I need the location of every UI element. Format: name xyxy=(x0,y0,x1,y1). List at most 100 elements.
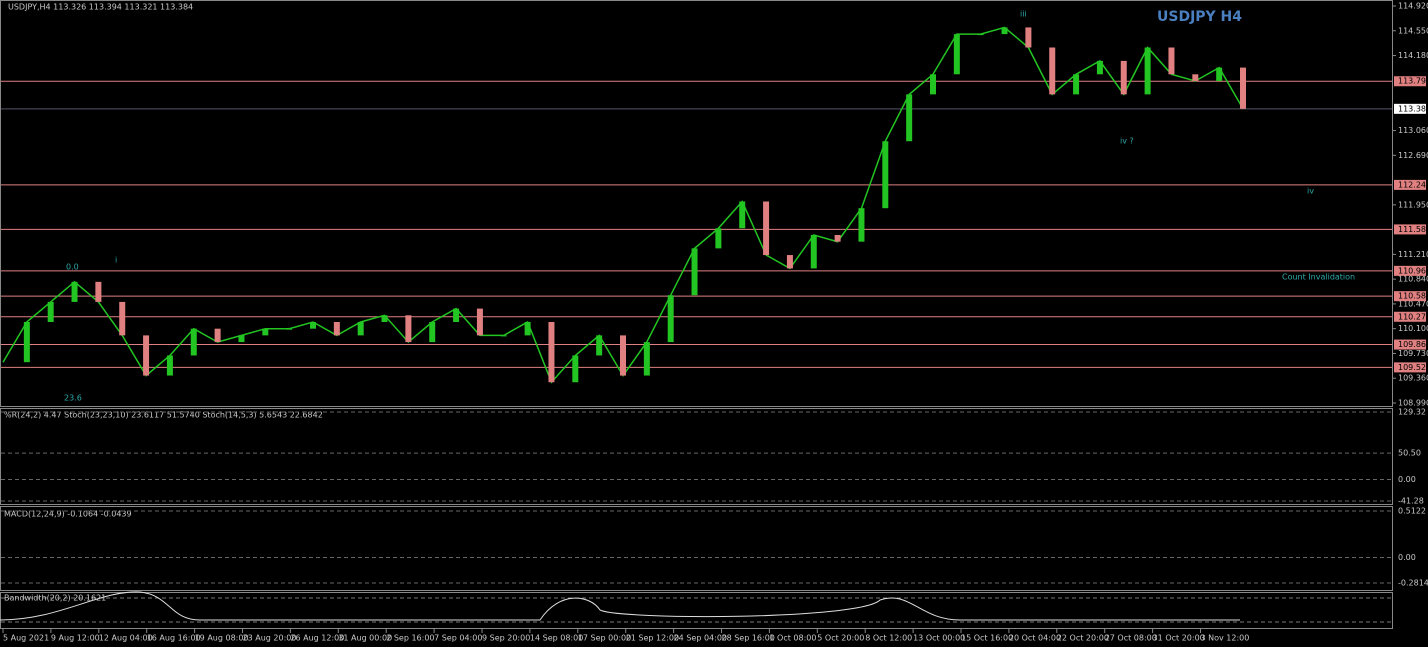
candle xyxy=(23,321,30,363)
y-tick-label: 109.360 xyxy=(1398,374,1428,383)
y-tick-label: 108.990 xyxy=(1398,399,1428,408)
price-line xyxy=(2,26,1244,384)
candle xyxy=(1096,60,1103,75)
stoch-frame xyxy=(0,408,1393,505)
candle xyxy=(548,321,555,383)
macd-label: MACD(12,24,9) -0.1064 -0.0439 xyxy=(4,510,132,519)
x-tick-label: 28 Sep 16:00 xyxy=(722,634,775,643)
annotation: 0.0 xyxy=(66,263,79,272)
level-badge xyxy=(1394,311,1426,322)
candle xyxy=(1240,67,1246,109)
y-tick-label: 110.100 xyxy=(1398,324,1428,333)
candle xyxy=(95,281,102,302)
x-tick-label: 21 Sep 12:00 xyxy=(626,634,679,643)
x-tick-label: 1 Oct 08:00 xyxy=(769,634,816,643)
candle xyxy=(524,321,531,336)
y-tick-label: 0.00 xyxy=(1398,475,1416,484)
candle xyxy=(834,234,841,242)
y-tick-label: 111.210 xyxy=(1398,250,1428,259)
x-tick-label: 7 Sep 04:00 xyxy=(434,634,482,643)
macd-frame xyxy=(0,506,1393,591)
x-tick-label: 5 Aug 2021 xyxy=(3,634,49,643)
chart-title: USDJPY H4 xyxy=(1157,9,1242,25)
candle xyxy=(1192,74,1199,81)
x-tick-label: 20 Oct 04:00 xyxy=(1009,634,1061,643)
y-tick-label: 0.5122 xyxy=(1398,507,1426,516)
x-tick-label: 14 Sep 08:00 xyxy=(530,634,583,643)
candle xyxy=(1049,47,1056,95)
candle xyxy=(596,335,603,356)
price-frame xyxy=(0,0,1393,407)
annotation: iv xyxy=(1307,187,1314,196)
candle xyxy=(691,248,698,296)
annotation: 23.6 xyxy=(64,394,82,403)
candle xyxy=(882,141,889,209)
level-badge xyxy=(1394,339,1426,350)
candle xyxy=(500,335,507,337)
level-badge xyxy=(1394,224,1426,235)
y-tick-label: 114.920 xyxy=(1398,2,1428,11)
level-badge xyxy=(1394,76,1426,87)
x-tick-label: 2 Sep 16:00 xyxy=(386,634,434,643)
symbol-info: USDJPY,H4 113.326 113.394 113.321 113.38… xyxy=(8,3,193,12)
level-label: 110.278 xyxy=(1398,312,1428,321)
x-tick-label: 16 Aug 16:00 xyxy=(147,634,201,643)
candle xyxy=(1073,74,1080,95)
stoch-label: %R(24,2) 4.47 Stoch(23,23,10) 23.6117 51… xyxy=(4,411,323,420)
y-tick-label: 111.950 xyxy=(1398,200,1428,209)
candle xyxy=(953,34,960,75)
x-tick-label: 13 Oct 00:00 xyxy=(913,634,965,643)
x-tick-label: 24 Sep 04:00 xyxy=(674,634,727,643)
candle xyxy=(310,321,316,329)
candle xyxy=(930,74,936,95)
current-label: 113.384 xyxy=(1398,104,1428,113)
x-tick-label: 5 Oct 20:00 xyxy=(817,634,864,643)
candle xyxy=(357,321,364,336)
y-tick-label: 110.840 xyxy=(1398,275,1428,284)
level-label: 110.586 xyxy=(1398,292,1428,301)
candle xyxy=(1120,60,1127,95)
annotation: Count Invalidation xyxy=(1282,273,1355,282)
x-tick-label: 12 Aug 04:00 xyxy=(99,634,153,643)
level-label: 111.583 xyxy=(1398,225,1428,234)
annotation: iv ? xyxy=(1120,137,1134,146)
candle xyxy=(715,228,722,249)
candle xyxy=(238,335,245,343)
level-label: 109.522 xyxy=(1398,363,1428,372)
candle xyxy=(143,335,150,376)
candle xyxy=(1025,27,1032,48)
candle xyxy=(572,355,579,383)
candle xyxy=(906,94,913,142)
candle xyxy=(476,308,483,336)
candle xyxy=(47,301,54,322)
candle xyxy=(810,234,817,269)
y-tick-label: 110.470 xyxy=(1398,299,1428,308)
x-tick-label: 31 Oct 20:00 xyxy=(1153,634,1205,643)
bandwidth-frame xyxy=(0,592,1393,629)
level-label: 110.964 xyxy=(1398,266,1428,275)
candle xyxy=(214,328,221,343)
candle xyxy=(977,34,984,36)
y-tick-label: 50.50 xyxy=(1398,449,1421,458)
x-tick-label: 9 Aug 12:00 xyxy=(51,634,100,643)
y-tick-label: 112.690 xyxy=(1398,151,1428,160)
level-badge xyxy=(1394,362,1426,373)
level-badge xyxy=(1394,265,1426,276)
candle xyxy=(667,295,674,343)
candle xyxy=(739,201,746,229)
x-tick-label: 26 Aug 12:00 xyxy=(290,634,344,643)
bandwidth-line xyxy=(0,591,1240,621)
candle xyxy=(286,328,293,330)
bandwidth-label: Bandwidth(20,2) 20.1621 xyxy=(4,594,106,603)
candle xyxy=(1144,47,1151,95)
candle xyxy=(166,355,173,376)
candle xyxy=(1001,27,1008,35)
x-tick-label: 8 Oct 12:00 xyxy=(865,634,912,643)
annotation: iii xyxy=(1020,10,1027,19)
level-label: 113.796 xyxy=(1398,77,1428,86)
y-tick-label: 109.730 xyxy=(1398,349,1428,358)
y-tick-label: -0.2814 xyxy=(1398,579,1428,588)
x-tick-label: 31 Aug 00:00 xyxy=(338,634,392,643)
